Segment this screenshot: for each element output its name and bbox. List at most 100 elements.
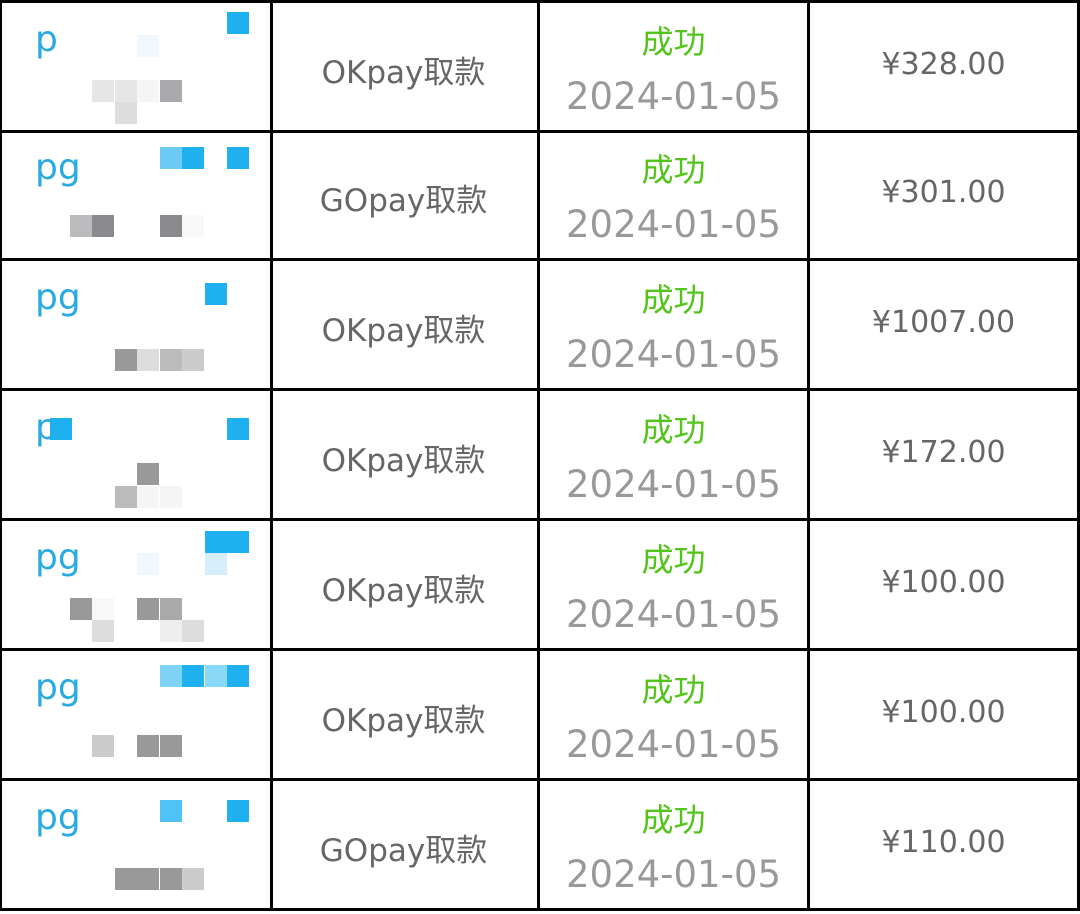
amount-cell: ¥301.00 [810, 131, 1080, 261]
pixelated-mosaic-block [205, 531, 227, 553]
account-cell: pg [0, 261, 273, 391]
table-row[interactable]: pg OKpay取款 成功 2024-01-05 ¥1007.00 [0, 261, 1080, 391]
pixelated-mosaic-block [205, 665, 227, 687]
pixelated-mosaic-block [227, 147, 249, 169]
pixelated-mosaic-block [160, 665, 182, 687]
pixelated-mosaic-block [137, 35, 159, 57]
pixelated-mosaic-block [137, 486, 159, 508]
type-cell: OKpay取款 [270, 521, 540, 651]
status-cell: 成功 2024-01-05 [540, 391, 810, 521]
pixelated-mosaic-block [70, 215, 92, 237]
status-badge: 成功 [641, 281, 706, 319]
transaction-amount: ¥110.00 [881, 825, 1006, 860]
pixelated-mosaic-block [137, 349, 159, 371]
pixelated-mosaic-block [115, 80, 137, 102]
amount-cell: ¥1007.00 [810, 261, 1080, 391]
transaction-date: 2024-01-05 [565, 853, 782, 896]
account-cell: pg [0, 131, 273, 261]
status-cell: 成功 2024-01-05 [540, 131, 810, 261]
account-cell: p [0, 3, 273, 133]
pixelated-mosaic-block [92, 80, 114, 102]
transaction-type: OKpay取款 [321, 443, 486, 479]
pixelated-mosaic-block [182, 620, 204, 642]
status-badge: 成功 [641, 411, 706, 449]
pixelated-mosaic-block [92, 620, 114, 642]
type-cell: OKpay取款 [270, 3, 540, 133]
account-cell: pg [0, 521, 273, 651]
account-name: p [35, 19, 58, 60]
pixelated-mosaic-block [182, 868, 204, 890]
pixelated-mosaic-block [115, 486, 137, 508]
transaction-date: 2024-01-05 [565, 203, 782, 246]
pixelated-mosaic-block [205, 553, 227, 575]
transaction-amount: ¥172.00 [881, 435, 1006, 470]
status-badge: 成功 [641, 23, 706, 61]
pixelated-mosaic-block [160, 735, 182, 757]
transaction-amount: ¥100.00 [881, 695, 1006, 730]
amount-cell: ¥172.00 [810, 391, 1080, 521]
account-name: pg [35, 667, 81, 708]
amount-cell: ¥100.00 [810, 521, 1080, 651]
transaction-date: 2024-01-05 [565, 593, 782, 636]
pixelated-mosaic-block [227, 800, 249, 822]
table-row[interactable]: pg GOpay取款 成功 2024-01-05 ¥110.00 [0, 781, 1080, 911]
status-cell: 成功 2024-01-05 [540, 261, 810, 391]
pixelated-mosaic-block [227, 531, 249, 553]
transaction-amount: ¥301.00 [881, 175, 1006, 210]
pixelated-mosaic-block [115, 349, 137, 371]
pixelated-mosaic-block [227, 418, 249, 440]
pixelated-mosaic-block [160, 800, 182, 822]
pixelated-mosaic-block [182, 349, 204, 371]
type-cell: GOpay取款 [270, 131, 540, 261]
pixelated-mosaic-block [137, 463, 159, 485]
table-row[interactable]: pg GOpay取款 成功 2024-01-05 ¥301.00 [0, 131, 1080, 261]
status-badge: 成功 [641, 671, 706, 709]
transaction-date: 2024-01-05 [565, 75, 782, 118]
pixelated-mosaic-block [160, 349, 182, 371]
table-row[interactable]: p OKpay取款 成功 2024-01-05 ¥328.00 [0, 3, 1080, 133]
status-cell: 成功 2024-01-05 [540, 521, 810, 651]
pixelated-mosaic-block [92, 598, 114, 620]
table-row[interactable]: pg OKpay取款 成功 2024-01-05 ¥100.00 [0, 651, 1080, 781]
account-name: pg [35, 797, 81, 838]
pixelated-mosaic-block [160, 80, 182, 102]
pixelated-mosaic-block [115, 868, 137, 890]
pixelated-mosaic-block [182, 215, 204, 237]
pixelated-mosaic-block [160, 598, 182, 620]
transaction-type: GOpay取款 [319, 183, 488, 219]
amount-cell: ¥100.00 [810, 651, 1080, 781]
status-badge: 成功 [641, 801, 706, 839]
transaction-amount: ¥328.00 [881, 47, 1006, 82]
transaction-type: OKpay取款 [321, 55, 486, 91]
pixelated-mosaic-block [182, 665, 204, 687]
account-name: pg [35, 147, 81, 188]
table-row[interactable]: pg OKpay取款 成功 2024-01-05 ¥100.00 [0, 521, 1080, 651]
type-cell: OKpay取款 [270, 261, 540, 391]
pixelated-mosaic-block [137, 735, 159, 757]
type-cell: GOpay取款 [270, 781, 540, 911]
pixelated-mosaic-block [160, 620, 182, 642]
pixelated-mosaic-block [137, 598, 159, 620]
pixelated-mosaic-block [160, 486, 182, 508]
status-badge: 成功 [641, 541, 706, 579]
status-cell: 成功 2024-01-05 [540, 3, 810, 133]
pixelated-mosaic-block [160, 868, 182, 890]
status-cell: 成功 2024-01-05 [540, 781, 810, 911]
pixelated-mosaic-block [137, 868, 159, 890]
pixelated-mosaic-block [70, 598, 92, 620]
status-cell: 成功 2024-01-05 [540, 651, 810, 781]
pixelated-mosaic-block [160, 147, 182, 169]
pixelated-mosaic-block [205, 283, 227, 305]
transaction-type: OKpay取款 [321, 313, 486, 349]
table-top-border [0, 0, 1080, 3]
type-cell: OKpay取款 [270, 651, 540, 781]
table-row[interactable]: p OKpay取款 成功 2024-01-05 ¥172.00 [0, 391, 1080, 521]
account-cell: pg [0, 651, 273, 781]
transaction-date: 2024-01-05 [565, 333, 782, 376]
pixelated-mosaic-block [227, 12, 249, 34]
transaction-date: 2024-01-05 [565, 463, 782, 506]
pixelated-mosaic-block [50, 418, 72, 440]
transaction-amount: ¥100.00 [881, 565, 1006, 600]
transaction-type: OKpay取款 [321, 573, 486, 609]
